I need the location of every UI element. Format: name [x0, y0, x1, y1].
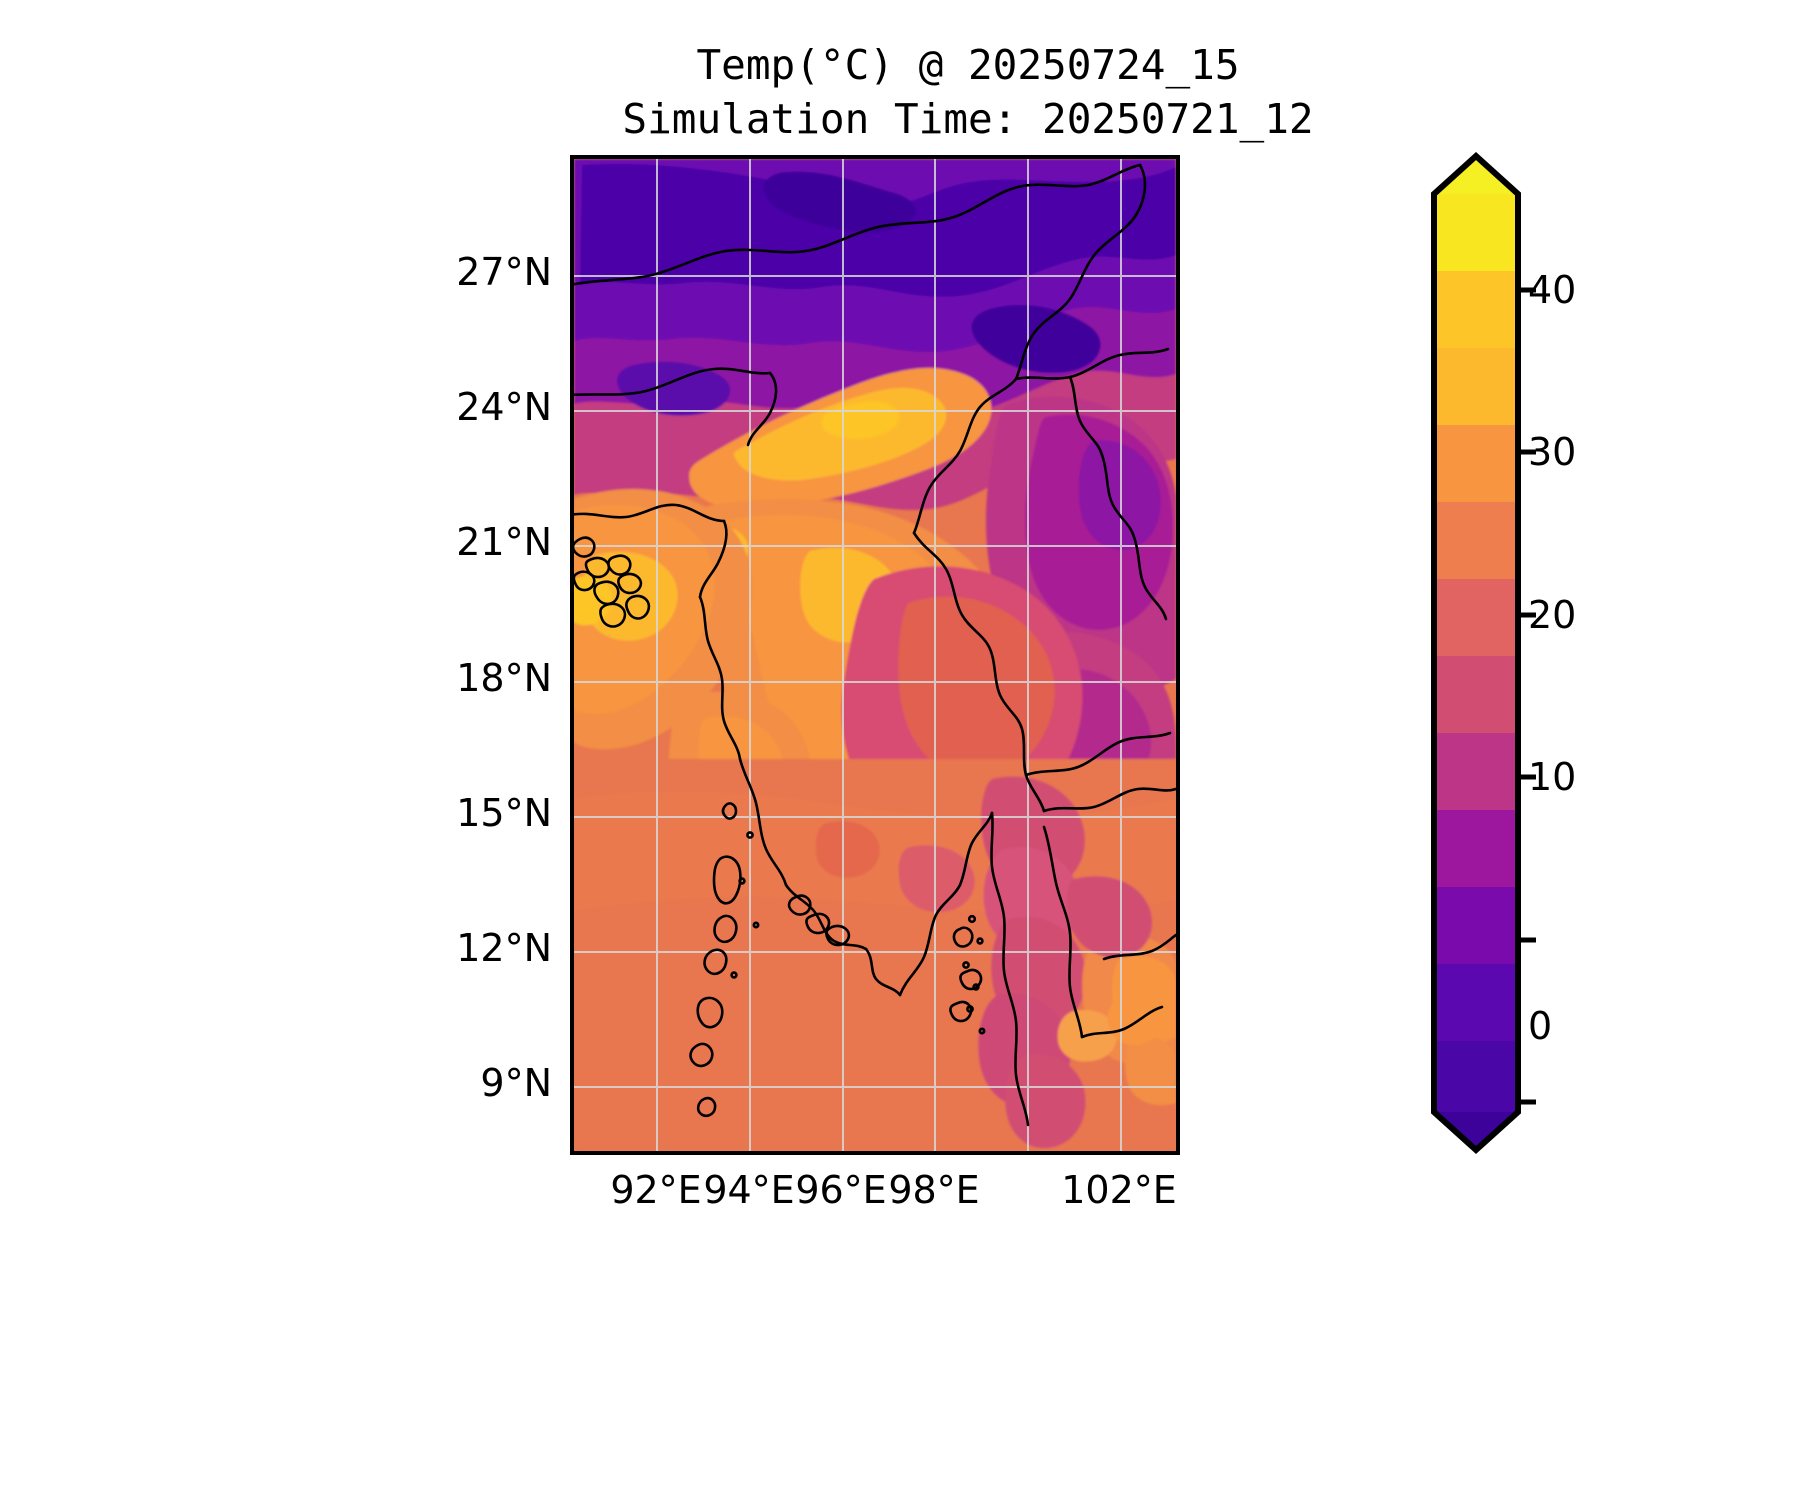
- colorbar-tick-label: 0: [1528, 1004, 1553, 1048]
- map-gridlines: [574, 159, 1176, 1151]
- ytick-label: 21°N: [456, 520, 552, 564]
- xtick-label: 92°E: [610, 1168, 702, 1212]
- colorbar: 40 30 20 10 0: [1424, 151, 1654, 1162]
- colorbar-tick-label: 40: [1528, 268, 1577, 312]
- xtick-label: 96°E: [795, 1168, 887, 1212]
- ytick-label: 24°N: [456, 385, 552, 429]
- map-axes: [570, 155, 1180, 1155]
- colorbar-outline: [1431, 151, 1521, 1155]
- ytick-label: 9°N: [480, 1061, 552, 1105]
- colorbar-ticks: [1518, 287, 1536, 1105]
- coastlines-and-borders: [574, 163, 1176, 1127]
- colorbar-gradient: [1431, 151, 1536, 1155]
- ytick-label: 12°N: [456, 926, 552, 970]
- ytick-label: 27°N: [456, 250, 552, 294]
- xtick-label: 98°E: [888, 1168, 980, 1212]
- colorbar-tick-label: 30: [1528, 430, 1577, 474]
- figure-title: Temp(°C) @ 20250724_15 Simulation Time: …: [0, 38, 1800, 146]
- title-line-1: Temp(°C) @ 20250724_15: [696, 41, 1240, 89]
- colorbar-tick-label: 10: [1528, 755, 1577, 799]
- xtick-label: 102°E: [1061, 1168, 1177, 1212]
- ytick-label: 15°N: [456, 791, 552, 835]
- colorbar-tick-label: 20: [1528, 593, 1577, 637]
- ytick-label: 18°N: [456, 656, 552, 700]
- xtick-label: 94°E: [703, 1168, 795, 1212]
- colorbar-bands: [1434, 156, 1518, 1150]
- temperature-contour-map: [574, 159, 1176, 1151]
- title-line-2: Simulation Time: 20250721_12: [622, 95, 1314, 143]
